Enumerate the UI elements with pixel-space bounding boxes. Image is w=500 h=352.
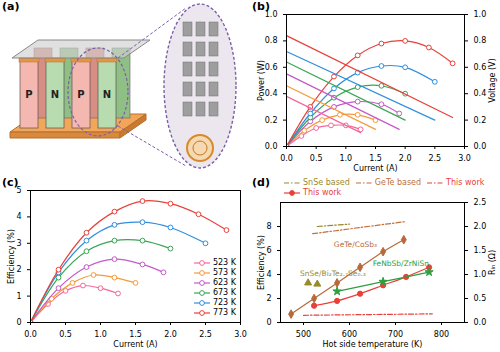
svg-text:Voltage (V): Voltage (V) bbox=[488, 58, 497, 102]
svg-text:600: 600 bbox=[342, 330, 357, 339]
svg-text:Current (A): Current (A) bbox=[113, 340, 157, 349]
html-text:523 K: 523 K bbox=[212, 258, 236, 267]
svg-text:2.5: 2.5 bbox=[428, 154, 441, 163]
svg-text:Efficiency (%): Efficiency (%) bbox=[7, 229, 16, 284]
svg-text:0.5: 0.5 bbox=[474, 294, 487, 303]
svg-text:3.0: 3.0 bbox=[234, 330, 247, 339]
svg-text:3: 3 bbox=[16, 239, 21, 248]
svg-text:8: 8 bbox=[266, 222, 271, 231]
svg-text:0.0: 0.0 bbox=[265, 142, 278, 151]
svg-text:1.0: 1.0 bbox=[94, 330, 107, 339]
svg-text:0.5: 0.5 bbox=[59, 330, 72, 339]
svg-text:1.0: 1.0 bbox=[264, 10, 278, 20]
svg-text:N: N bbox=[51, 89, 59, 100]
html-text:This work: This work bbox=[446, 178, 485, 187]
svg-text:0.2: 0.2 bbox=[265, 116, 278, 125]
svg-text:0: 0 bbox=[16, 318, 21, 327]
html-text:(c): (c) bbox=[2, 176, 19, 189]
svg-text:2: 2 bbox=[266, 294, 271, 303]
svg-text:0.6: 0.6 bbox=[265, 63, 278, 72]
html-text:(d): (d) bbox=[252, 176, 270, 189]
svg-text:P: P bbox=[25, 89, 32, 100]
svg-text:2.0: 2.0 bbox=[474, 222, 487, 231]
svg-text:0: 0 bbox=[266, 318, 271, 327]
svg-text:0.0: 0.0 bbox=[474, 142, 487, 151]
svg-text:2: 2 bbox=[16, 265, 21, 274]
svg-text:1: 1 bbox=[16, 292, 21, 301]
svg-text:2.5: 2.5 bbox=[474, 198, 487, 207]
html-text:723 K: 723 K bbox=[212, 298, 236, 307]
html-text:(a): (a) bbox=[2, 0, 20, 13]
svg-text:Rᵢₙ (Ω): Rᵢₙ (Ω) bbox=[488, 250, 497, 275]
svg-text:0.6: 0.6 bbox=[474, 63, 487, 72]
svg-text:Efficiency (%): Efficiency (%) bbox=[257, 235, 266, 290]
svg-text:1.0: 1.0 bbox=[474, 270, 487, 279]
svg-text:2.0: 2.0 bbox=[399, 154, 412, 163]
svg-text:3.0: 3.0 bbox=[458, 154, 471, 163]
svg-text:0.4: 0.4 bbox=[474, 89, 487, 98]
html-text:773 K: 773 K bbox=[212, 308, 236, 317]
html-text:573 K: 573 K bbox=[212, 268, 236, 277]
svg-text:0.0: 0.0 bbox=[24, 330, 37, 339]
html-text:SnSe based: SnSe based bbox=[303, 178, 350, 187]
svg-text:0.0: 0.0 bbox=[474, 318, 487, 327]
svg-text:0.0: 0.0 bbox=[280, 154, 293, 163]
svg-text:N: N bbox=[103, 89, 111, 100]
svg-text:500: 500 bbox=[296, 330, 311, 339]
html-text:623 K: 623 K bbox=[212, 278, 236, 287]
svg-text:2.5: 2.5 bbox=[199, 330, 212, 339]
svg-text:1.5: 1.5 bbox=[369, 154, 382, 163]
svg-text:700: 700 bbox=[388, 330, 403, 339]
html-text:(b): (b) bbox=[252, 0, 270, 13]
svg-text:Hot side temperature (K): Hot side temperature (K) bbox=[323, 340, 423, 349]
svg-text:1.0: 1.0 bbox=[339, 154, 352, 163]
svg-text:P: P bbox=[77, 89, 84, 100]
svg-text:0.4: 0.4 bbox=[265, 89, 278, 98]
svg-text:GeTe/CoSb₃: GeTe/CoSb₃ bbox=[334, 240, 377, 249]
svg-text:Current (A): Current (A) bbox=[353, 164, 397, 173]
svg-text:4: 4 bbox=[16, 212, 21, 221]
svg-text:0.8: 0.8 bbox=[474, 36, 487, 45]
svg-text:0.8: 0.8 bbox=[265, 36, 278, 45]
html-text:673 K: 673 K bbox=[212, 288, 236, 297]
svg-text:FeNbSb/ZrNiSn: FeNbSb/ZrNiSn bbox=[373, 259, 430, 268]
html-text:GeTe based: GeTe based bbox=[374, 178, 422, 187]
svg-text:SnSe/Bi₂Te₂.₇Se₀.₃: SnSe/Bi₂Te₂.₇Se₀.₃ bbox=[300, 269, 366, 278]
svg-text:5: 5 bbox=[16, 186, 22, 196]
svg-text:800: 800 bbox=[434, 330, 449, 339]
svg-text:2.0: 2.0 bbox=[164, 330, 177, 339]
svg-text:1.5: 1.5 bbox=[474, 246, 487, 255]
html-text:This work: This work bbox=[303, 188, 342, 197]
svg-text:0.5: 0.5 bbox=[310, 154, 323, 163]
svg-text:0.2: 0.2 bbox=[474, 116, 487, 125]
svg-text:Power (W): Power (W) bbox=[257, 60, 266, 101]
svg-text:4: 4 bbox=[266, 270, 271, 279]
svg-text:1.5: 1.5 bbox=[129, 330, 142, 339]
svg-text:6: 6 bbox=[266, 246, 271, 255]
svg-text:1.0: 1.0 bbox=[474, 10, 487, 19]
